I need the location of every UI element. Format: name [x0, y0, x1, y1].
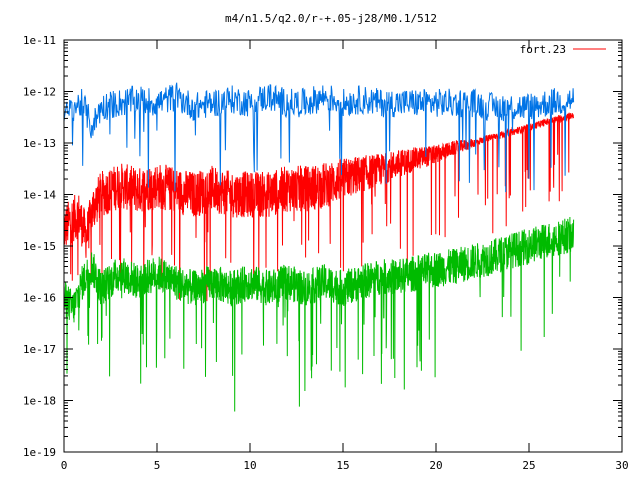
series-line-2	[63, 216, 575, 412]
x-tick-label: 20	[429, 459, 442, 472]
x-tick-label: 15	[336, 459, 349, 472]
x-tick-label: 0	[61, 459, 68, 472]
series-line-1	[63, 82, 575, 193]
y-tick-label: 1e-11	[23, 34, 56, 47]
y-tick-label: 1e-18	[23, 395, 56, 408]
chart-title: m4/n1.5/q2.0/r-+.05-j28/M0.1/512	[225, 12, 437, 25]
y-tick-label: 1e-12	[23, 86, 56, 99]
x-tick-label: 10	[243, 459, 256, 472]
x-tick-label: 30	[615, 459, 628, 472]
y-tick-label: 1e-15	[23, 240, 56, 253]
legend: fort.23	[520, 43, 606, 56]
y-tick-label: 1e-13	[23, 137, 56, 150]
y-tick-label: 1e-16	[23, 292, 56, 305]
x-axis: 0 5 10 15 20 25 30	[61, 40, 629, 472]
y-tick-label: 1e-17	[23, 343, 56, 356]
y-tick-label: 1e-19	[23, 446, 56, 459]
y-tick-label: 1e-14	[23, 189, 56, 202]
y-axis: 1e-11 1e-12 1e-13 1e-14 1e-15 1e-16 1e-17 1e-18…	[23, 34, 622, 459]
x-tick-label: 25	[522, 459, 535, 472]
legend-label: fort.23	[520, 43, 566, 56]
x-tick-label: 5	[154, 459, 161, 472]
series-layer	[63, 82, 575, 412]
series-line-0	[63, 112, 575, 302]
